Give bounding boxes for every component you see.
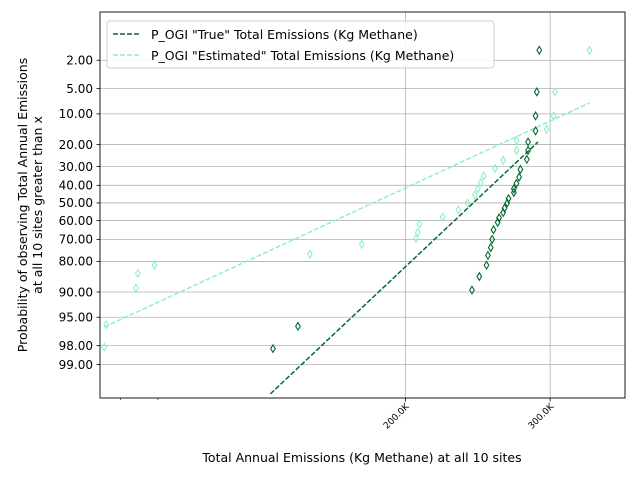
y-tick-label: 2.00 [66, 54, 93, 68]
point-true [532, 110, 539, 121]
point-estimated [480, 171, 487, 182]
point-true [500, 207, 507, 218]
point-true [504, 198, 511, 208]
point-estimated [551, 87, 558, 97]
data-points [101, 45, 593, 354]
point-estimated [132, 283, 139, 294]
y-tick-label: 70.00 [59, 233, 93, 247]
point-true [516, 172, 523, 182]
point-true [294, 321, 301, 332]
point-true [476, 271, 483, 282]
point-estimated [513, 135, 520, 146]
legend-box [106, 20, 495, 69]
point-true [510, 187, 517, 198]
point-true [513, 178, 520, 189]
point-estimated [477, 177, 484, 188]
point-estimated [491, 163, 498, 174]
y-axis-label-line-2: at all 10 sites greater than x [30, 116, 45, 294]
point-estimated [513, 145, 520, 156]
x-axis-ticks: 200.0K 300.0K [120, 398, 557, 432]
y-axis-ticks: 2.00 5.00 10.00 20.00 30.00 40.00 50.00 60.00 70… [59, 54, 100, 372]
point-estimated [306, 249, 313, 260]
x-tick-label: 200.0K [382, 401, 412, 431]
point-estimated [151, 260, 158, 271]
y-tick-label: 60.00 [59, 214, 93, 228]
y-tick-label: 99.00 [59, 358, 93, 372]
point-estimated [414, 227, 421, 238]
point-estimated [103, 319, 110, 330]
point-true [532, 126, 539, 136]
point-true [270, 343, 276, 354]
legend-label-true: P_OGI "True" Total Emissions (Kg Methane… [151, 27, 418, 42]
point-estimated [413, 233, 419, 244]
point-estimated [474, 184, 481, 194]
point-estimated [101, 342, 108, 352]
point-estimated [134, 268, 141, 279]
point-true [490, 224, 497, 235]
point-estimated [471, 190, 478, 200]
x-tick-label: 300.0K [527, 401, 557, 431]
point-true [489, 234, 496, 245]
y-tick-label: 30.00 [59, 160, 93, 174]
point-true [533, 87, 540, 97]
plot-frame [99, 11, 626, 399]
point-true [494, 217, 501, 228]
point-true [523, 154, 530, 165]
y-tick-label: 20.00 [59, 138, 93, 152]
fit-line-true [269, 141, 539, 395]
point-estimated [358, 239, 365, 250]
legend: P_OGI "True" Total Emissions (Kg Methane… [106, 20, 495, 69]
point-true [510, 184, 517, 194]
y-tick-label: 95.00 [59, 311, 93, 325]
grid-lines [100, 12, 625, 398]
point-true [469, 285, 475, 295]
y-axis-label: Probability of observing Total Annual Em… [15, 58, 45, 352]
point-estimated [586, 45, 593, 56]
point-true [525, 145, 532, 156]
y-tick-label: 50.00 [59, 196, 93, 210]
point-estimated [416, 219, 423, 230]
y-axis-label-line-1: Probability of observing Total Annual Em… [15, 58, 30, 352]
y-tick-label: 5.00 [66, 82, 93, 96]
point-estimated [464, 198, 471, 208]
y-tick-label: 10.00 [59, 107, 93, 121]
point-true [483, 260, 490, 271]
y-tick-label: 90.00 [59, 285, 93, 299]
point-estimated [550, 110, 557, 121]
point-true [487, 242, 494, 253]
fit-lines [103, 102, 590, 395]
y-tick-label: 98.00 [59, 339, 93, 353]
y-tick-label: 40.00 [59, 179, 93, 193]
point-estimated [439, 212, 446, 222]
x-axis-label: Total Annual Emissions (Kg Methane) at a… [201, 450, 521, 465]
point-estimated [543, 124, 550, 135]
point-true [484, 250, 491, 261]
point-estimated [455, 205, 462, 215]
point-true [517, 164, 524, 175]
legend-label-estimated: P_OGI "Estimated" Total Emissions (Kg Me… [151, 48, 454, 63]
fit-line-estimated [103, 102, 590, 328]
y-tick-label: 80.00 [59, 255, 93, 269]
point-true [536, 45, 543, 56]
point-estimated [500, 155, 507, 166]
